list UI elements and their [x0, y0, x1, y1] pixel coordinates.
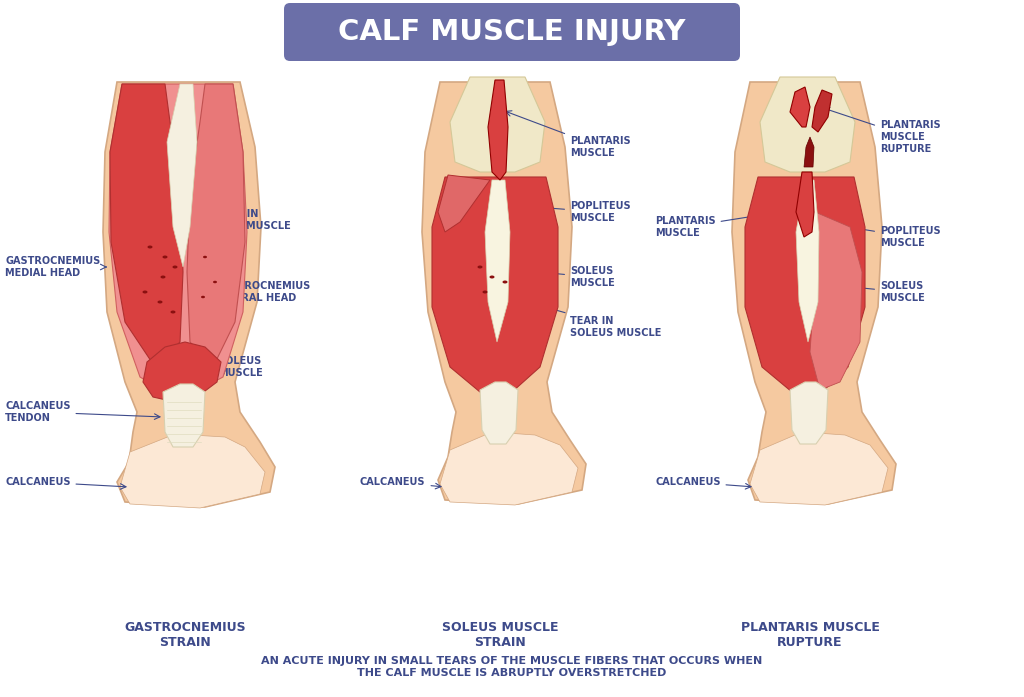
- Ellipse shape: [203, 256, 207, 259]
- Polygon shape: [732, 82, 896, 504]
- Text: CALCANEUS
TENDON: CALCANEUS TENDON: [5, 401, 160, 423]
- Polygon shape: [804, 137, 814, 167]
- Polygon shape: [488, 80, 508, 180]
- Text: POPLITEUS
MUSCLE: POPLITEUS MUSCLE: [852, 226, 941, 248]
- Text: SOLEUS
MUSCLE: SOLEUS MUSCLE: [200, 356, 263, 378]
- Polygon shape: [450, 77, 545, 172]
- Polygon shape: [103, 82, 275, 507]
- Polygon shape: [440, 432, 578, 505]
- Text: SOLEUS
MUSCLE: SOLEUS MUSCLE: [542, 266, 614, 288]
- Text: PLANTARIS
MUSCLE: PLANTARIS MUSCLE: [506, 111, 631, 158]
- Ellipse shape: [213, 281, 217, 283]
- Text: GASTROCNEMIUS
LATERAL HEAD: GASTROCNEMIUS LATERAL HEAD: [198, 281, 310, 302]
- Text: POPLITEUS
MUSCLE: POPLITEUS MUSCLE: [474, 200, 631, 223]
- Polygon shape: [163, 384, 205, 447]
- Ellipse shape: [503, 280, 508, 284]
- Ellipse shape: [161, 275, 166, 279]
- Ellipse shape: [489, 275, 495, 279]
- Text: TEAR IN
CALF MUSCLE: TEAR IN CALF MUSCLE: [166, 192, 291, 231]
- Polygon shape: [167, 84, 197, 267]
- Text: GASTROCNEMIUS
MEDIAL HEAD: GASTROCNEMIUS MEDIAL HEAD: [5, 256, 106, 278]
- Text: CALCANEUS: CALCANEUS: [5, 477, 126, 489]
- Polygon shape: [480, 382, 518, 444]
- Polygon shape: [485, 180, 510, 342]
- Polygon shape: [760, 77, 855, 172]
- Ellipse shape: [142, 291, 147, 293]
- Ellipse shape: [172, 266, 177, 268]
- Polygon shape: [750, 432, 888, 505]
- Text: PLANTARIS
MUSCLE
RUPTURE: PLANTARIS MUSCLE RUPTURE: [824, 107, 941, 153]
- Text: SOLEUS MUSCLE
STRAIN: SOLEUS MUSCLE STRAIN: [441, 621, 558, 649]
- Polygon shape: [187, 84, 245, 367]
- Polygon shape: [812, 90, 831, 132]
- Ellipse shape: [171, 310, 175, 314]
- Ellipse shape: [147, 245, 153, 249]
- Polygon shape: [120, 434, 265, 508]
- Polygon shape: [790, 382, 828, 444]
- Ellipse shape: [158, 300, 163, 303]
- Polygon shape: [422, 82, 586, 504]
- Text: CALF MUSCLE INJURY: CALF MUSCLE INJURY: [338, 18, 686, 46]
- Polygon shape: [796, 172, 814, 237]
- Ellipse shape: [201, 296, 205, 298]
- Text: PLANTARIS MUSCLE
RUPTURE: PLANTARIS MUSCLE RUPTURE: [740, 621, 880, 649]
- FancyBboxPatch shape: [284, 3, 740, 61]
- Text: SOLEUS
MUSCLE: SOLEUS MUSCLE: [856, 281, 925, 302]
- Ellipse shape: [163, 256, 168, 259]
- Polygon shape: [110, 84, 183, 367]
- Polygon shape: [438, 175, 490, 232]
- Polygon shape: [790, 87, 810, 127]
- Text: TEAR IN
SOLEUS MUSCLE: TEAR IN SOLEUS MUSCLE: [488, 290, 662, 338]
- Polygon shape: [432, 177, 558, 392]
- Polygon shape: [109, 84, 247, 392]
- Polygon shape: [143, 342, 221, 402]
- Polygon shape: [745, 177, 865, 392]
- Polygon shape: [810, 212, 862, 390]
- Ellipse shape: [482, 291, 487, 293]
- Ellipse shape: [477, 266, 482, 268]
- Text: CALCANEUS: CALCANEUS: [655, 477, 751, 489]
- Text: AN ACUTE INJURY IN SMALL TEARS OF THE MUSCLE FIBERS THAT OCCURS WHEN
THE CALF MU: AN ACUTE INJURY IN SMALL TEARS OF THE MU…: [261, 656, 763, 677]
- Text: PLANTARIS
MUSCLE: PLANTARIS MUSCLE: [655, 210, 776, 238]
- Text: GASTROCNEMIUS
STRAIN: GASTROCNEMIUS STRAIN: [124, 621, 246, 649]
- Polygon shape: [796, 180, 819, 342]
- Text: CALCANEUS: CALCANEUS: [360, 477, 441, 489]
